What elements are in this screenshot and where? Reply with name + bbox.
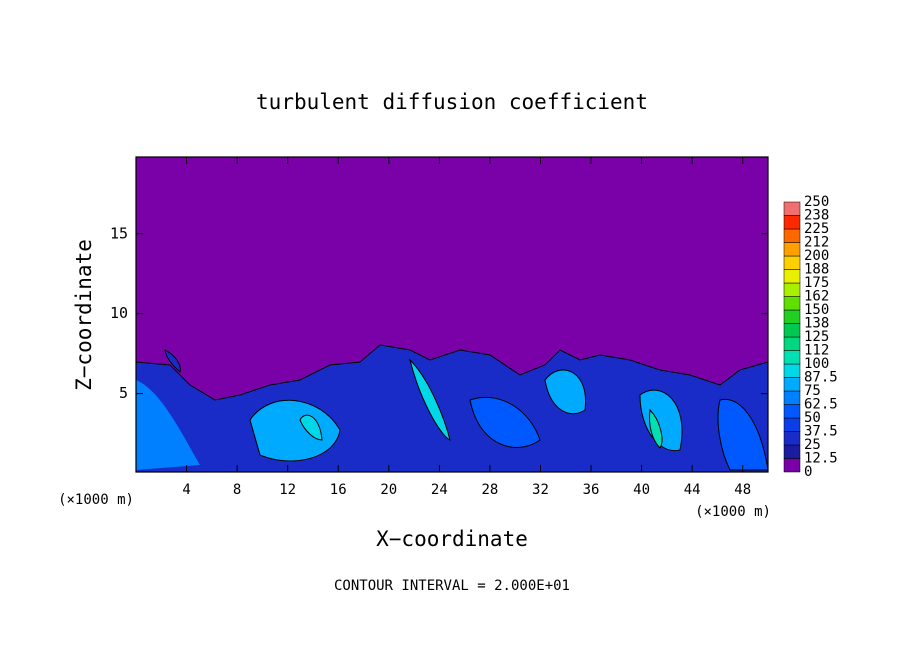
colorbar-label: 62.5 xyxy=(804,397,838,413)
colorbar-label: 138 xyxy=(804,316,829,332)
colorbar-box xyxy=(783,377,801,392)
colorbar-box xyxy=(783,323,801,338)
colorbar-label: 150 xyxy=(804,302,829,318)
colorbar-box xyxy=(783,282,801,297)
colorbar-label: 212 xyxy=(804,235,829,251)
colorbar-label: 225 xyxy=(804,221,829,237)
colorbar-box xyxy=(783,431,801,446)
colorbar-box xyxy=(783,350,801,365)
colorbar-box xyxy=(783,417,801,432)
x-tick-label: 16 xyxy=(330,482,347,498)
x-tick-label: 28 xyxy=(481,482,498,498)
eddy xyxy=(639,389,683,452)
colorbar-label: 250 xyxy=(804,194,829,210)
colorbar-box xyxy=(783,296,801,311)
eddy xyxy=(164,349,181,373)
colorbar-label: 37.5 xyxy=(804,424,838,440)
colorbar-label: 25 xyxy=(804,437,821,453)
colorbar-label: 162 xyxy=(804,289,829,305)
y-axis-label: Z−coordinate xyxy=(72,239,96,391)
x-tick-label: 32 xyxy=(532,482,549,498)
plot-frame xyxy=(135,156,769,473)
colorbar-label: 100 xyxy=(804,356,829,372)
x-unit-label: (×1000 m) xyxy=(58,492,134,508)
colorbar-box xyxy=(783,444,801,459)
colorbar-label: 175 xyxy=(804,275,829,291)
colorbar-box xyxy=(783,309,801,324)
x-unit-label: (×1000 m) xyxy=(695,504,771,520)
colorbar-box xyxy=(783,336,801,351)
colorbar-label: 0 xyxy=(804,464,812,480)
x-tick-label: 36 xyxy=(583,482,600,498)
y-tick-label: 15 xyxy=(110,224,128,242)
colorbar-label: 12.5 xyxy=(804,451,838,467)
colorbar-box xyxy=(783,269,801,284)
y-tick-label: 10 xyxy=(110,304,128,322)
colorbar-box xyxy=(783,215,801,230)
eddy xyxy=(409,358,451,441)
eddy xyxy=(249,399,341,462)
colorbar-label: 188 xyxy=(804,262,829,278)
x-tick-label: 48 xyxy=(734,482,751,498)
field xyxy=(136,157,768,472)
x-tick-label: 12 xyxy=(279,482,296,498)
colorbar-label: 112 xyxy=(804,343,829,359)
colorbar-box xyxy=(783,228,801,243)
colorbar-box xyxy=(783,255,801,270)
x-tick-label: 24 xyxy=(431,482,448,498)
x-tick-label: 44 xyxy=(684,482,701,498)
x-tick-label: 40 xyxy=(633,482,650,498)
y-tick-label: 5 xyxy=(119,384,128,402)
colorbar-box xyxy=(783,363,801,378)
colorbar-label: 50 xyxy=(804,410,821,426)
eddy xyxy=(299,414,323,441)
colorbar-label: 200 xyxy=(804,248,829,264)
x-axis-label: X−coordinate xyxy=(376,527,528,551)
colorbar-box xyxy=(783,242,801,257)
colorbar-label: 75 xyxy=(804,383,821,399)
colorbar-label: 125 xyxy=(804,329,829,345)
eddy xyxy=(544,369,586,415)
eddy xyxy=(469,396,541,448)
chart-title: turbulent diffusion coefficient xyxy=(256,90,648,114)
footnote: CONTOUR INTERVAL = 2.000E+01 xyxy=(334,578,570,594)
x-tick-label: 20 xyxy=(380,482,397,498)
colorbar-box xyxy=(783,201,801,216)
x-tick-label: 8 xyxy=(233,482,241,498)
eddy xyxy=(136,380,200,470)
colorbar-box xyxy=(783,404,801,419)
colorbar-box xyxy=(783,390,801,405)
colorbar-box xyxy=(783,458,801,473)
eddy xyxy=(649,408,663,449)
colorbar-label: 238 xyxy=(804,208,829,224)
x-tick-label: 4 xyxy=(182,482,190,498)
colorbar-label: 87.5 xyxy=(804,370,838,386)
